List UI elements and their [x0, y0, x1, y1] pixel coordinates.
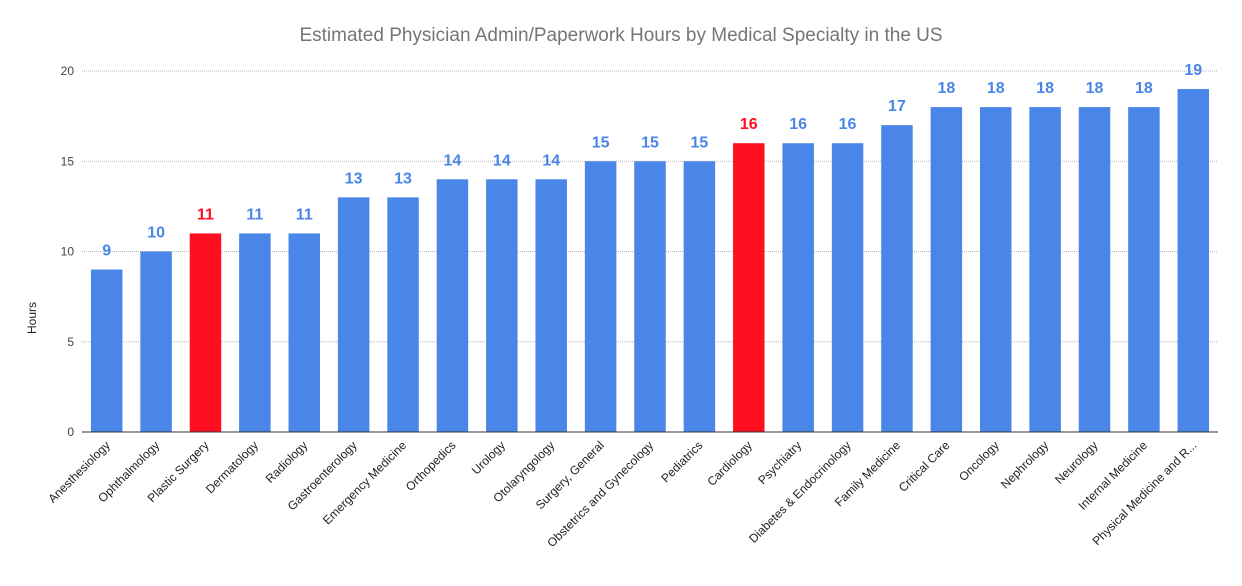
bar	[979, 107, 1012, 432]
data-label: 16	[740, 116, 758, 133]
chart-title: Estimated Physician Admin/Paperwork Hour…	[299, 25, 942, 46]
data-label: 15	[592, 134, 610, 151]
data-label: 13	[394, 170, 412, 187]
bar	[1177, 89, 1210, 433]
data-label: 18	[937, 80, 955, 97]
y-axis-ticks: 0 5 10 15 20	[61, 64, 75, 439]
bar	[140, 251, 172, 432]
data-labels: 9 10 11 11 11 13 13 14 14 14 15 15 15 16 16 16 17 18 18 18 1…	[102, 62, 1202, 259]
bar	[881, 125, 913, 433]
data-label: 14	[444, 152, 462, 169]
bar	[584, 161, 617, 432]
x-tick-label: Neurology	[1052, 438, 1101, 487]
y-tick-label: 10	[61, 245, 75, 259]
data-label: 13	[345, 170, 363, 187]
data-label: 9	[102, 243, 111, 260]
data-label: 15	[690, 134, 708, 151]
x-tick-label: Cardiology	[704, 438, 754, 488]
data-label: 11	[197, 206, 214, 223]
y-axis-label: Hours	[25, 302, 39, 334]
data-label: 10	[147, 225, 165, 242]
bar	[1029, 107, 1061, 432]
data-label: 18	[987, 80, 1005, 97]
x-tick-label: Radiology	[263, 438, 311, 486]
bar	[535, 179, 567, 432]
data-label: 19	[1184, 62, 1202, 79]
y-tick-label: 15	[61, 154, 75, 168]
data-label: 18	[1036, 80, 1054, 97]
bar	[733, 143, 765, 432]
data-label: 18	[1086, 80, 1104, 97]
y-tick-label: 0	[67, 425, 74, 439]
bar	[486, 179, 518, 432]
x-tick-label: Urology	[469, 438, 508, 477]
bars	[90, 89, 1210, 433]
bar	[387, 197, 419, 432]
bar	[782, 143, 814, 432]
bar	[239, 233, 271, 432]
x-tick-label: Pediatrics	[658, 438, 705, 485]
data-label: 16	[789, 116, 807, 133]
x-tick-label: Emergency Medicine	[320, 438, 409, 527]
data-label: 17	[888, 98, 906, 115]
x-tick-label: Dermatology	[203, 438, 261, 496]
x-tick-label: Physical Medicine and R...	[1090, 438, 1200, 548]
data-label: 14	[542, 152, 560, 169]
x-tick-label: Diabetes & Endocrinology	[746, 438, 854, 546]
y-tick-label: 20	[61, 64, 75, 78]
data-label: 15	[641, 134, 659, 151]
bar	[189, 233, 222, 432]
x-tick-label: Orthopedics	[403, 438, 459, 494]
bar	[634, 161, 666, 432]
data-label: 11	[246, 206, 263, 223]
bar	[930, 107, 963, 432]
x-tick-label: Critical Care	[896, 438, 953, 495]
bar	[90, 269, 123, 432]
bar	[337, 197, 370, 432]
data-label: 16	[839, 116, 857, 133]
bar	[1128, 107, 1160, 432]
x-tick-label: Nephrology	[998, 438, 1051, 491]
x-tick-label: Psychiatry	[755, 438, 804, 487]
bar	[436, 179, 469, 432]
x-tick-label: Obstetrics and Gynecology	[544, 438, 656, 550]
bar	[683, 161, 716, 432]
bar	[288, 233, 321, 432]
data-label: 14	[493, 152, 511, 169]
bar	[831, 143, 864, 432]
data-label: 11	[296, 206, 313, 223]
data-label: 18	[1135, 80, 1153, 97]
bar	[1078, 107, 1111, 432]
x-tick-label: Oncology	[956, 438, 1002, 484]
y-tick-label: 5	[67, 335, 74, 349]
